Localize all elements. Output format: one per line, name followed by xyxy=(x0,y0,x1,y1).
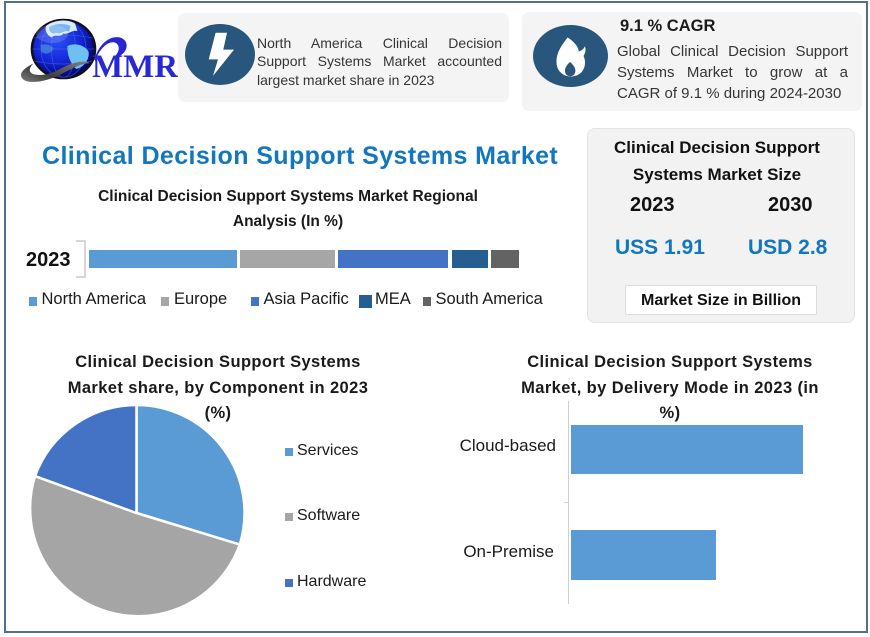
svg-text:MMR: MMR xyxy=(92,49,179,85)
